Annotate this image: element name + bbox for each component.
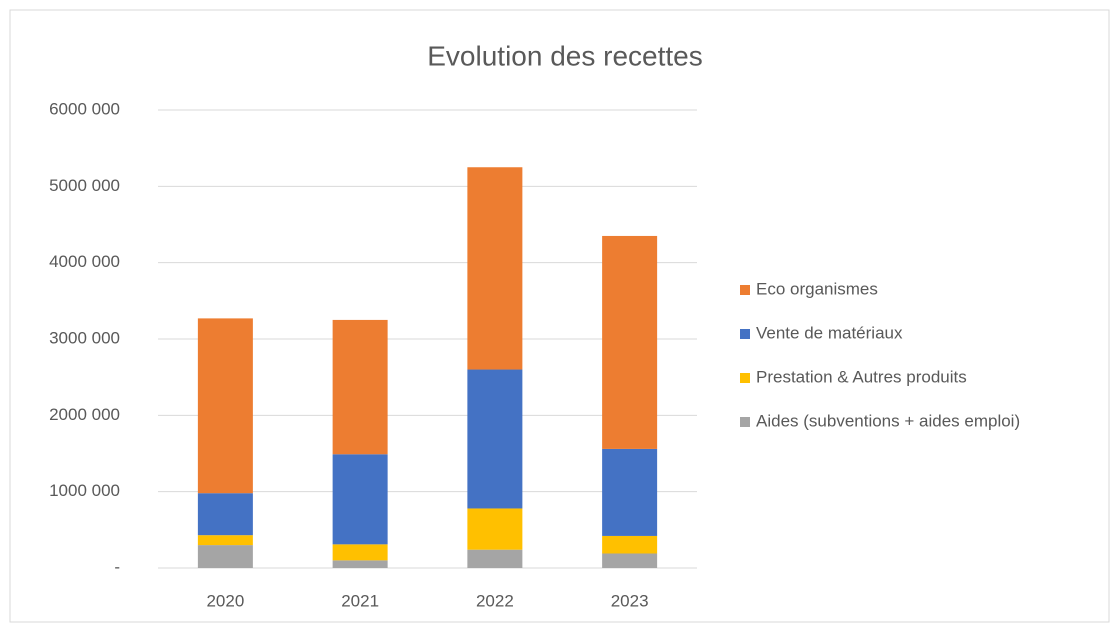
bar-segment (332, 544, 388, 561)
x-tick-label: 2020 (206, 591, 244, 610)
bar-segment (197, 318, 253, 494)
bar-segment (332, 319, 388, 455)
bar-segment (197, 535, 253, 546)
legend-swatch (740, 417, 750, 427)
bar-segment (332, 560, 388, 568)
legend-label: Aides (subventions + aides emploi) (756, 411, 1020, 430)
legend-swatch (740, 285, 750, 295)
legend-label: Eco organismes (756, 279, 878, 298)
y-tick-label: 4000 000 (49, 252, 120, 271)
x-tick-label: 2021 (341, 591, 379, 610)
bar-segment (197, 493, 253, 536)
y-tick-label: 3000 000 (49, 328, 120, 347)
legend-label: Vente de matériaux (756, 323, 903, 342)
bar-segment (197, 545, 253, 568)
x-tick-label: 2022 (476, 591, 514, 610)
y-tick-label: - (114, 557, 120, 576)
bar-segment (467, 369, 523, 509)
chart-title: Evolution des recettes (427, 40, 703, 71)
legend-label: Prestation & Autres produits (756, 367, 967, 386)
y-tick-label: 1000 000 (49, 481, 120, 500)
chart-frame (9, 9, 1110, 623)
bar-segment (467, 549, 523, 568)
bar-segment (602, 235, 658, 449)
bar-segment (602, 448, 658, 536)
bar-segment (332, 454, 388, 545)
bar-segment (467, 508, 523, 550)
y-tick-label: 2000 000 (49, 405, 120, 424)
y-tick-label: 6000 000 (49, 99, 120, 118)
x-tick-label: 2023 (611, 591, 649, 610)
legend-swatch (740, 373, 750, 383)
legend-swatch (740, 329, 750, 339)
bar-segment (602, 553, 658, 568)
bar-segment (467, 167, 523, 370)
y-tick-label: 5000 000 (49, 176, 120, 195)
bar-segment (602, 535, 658, 554)
